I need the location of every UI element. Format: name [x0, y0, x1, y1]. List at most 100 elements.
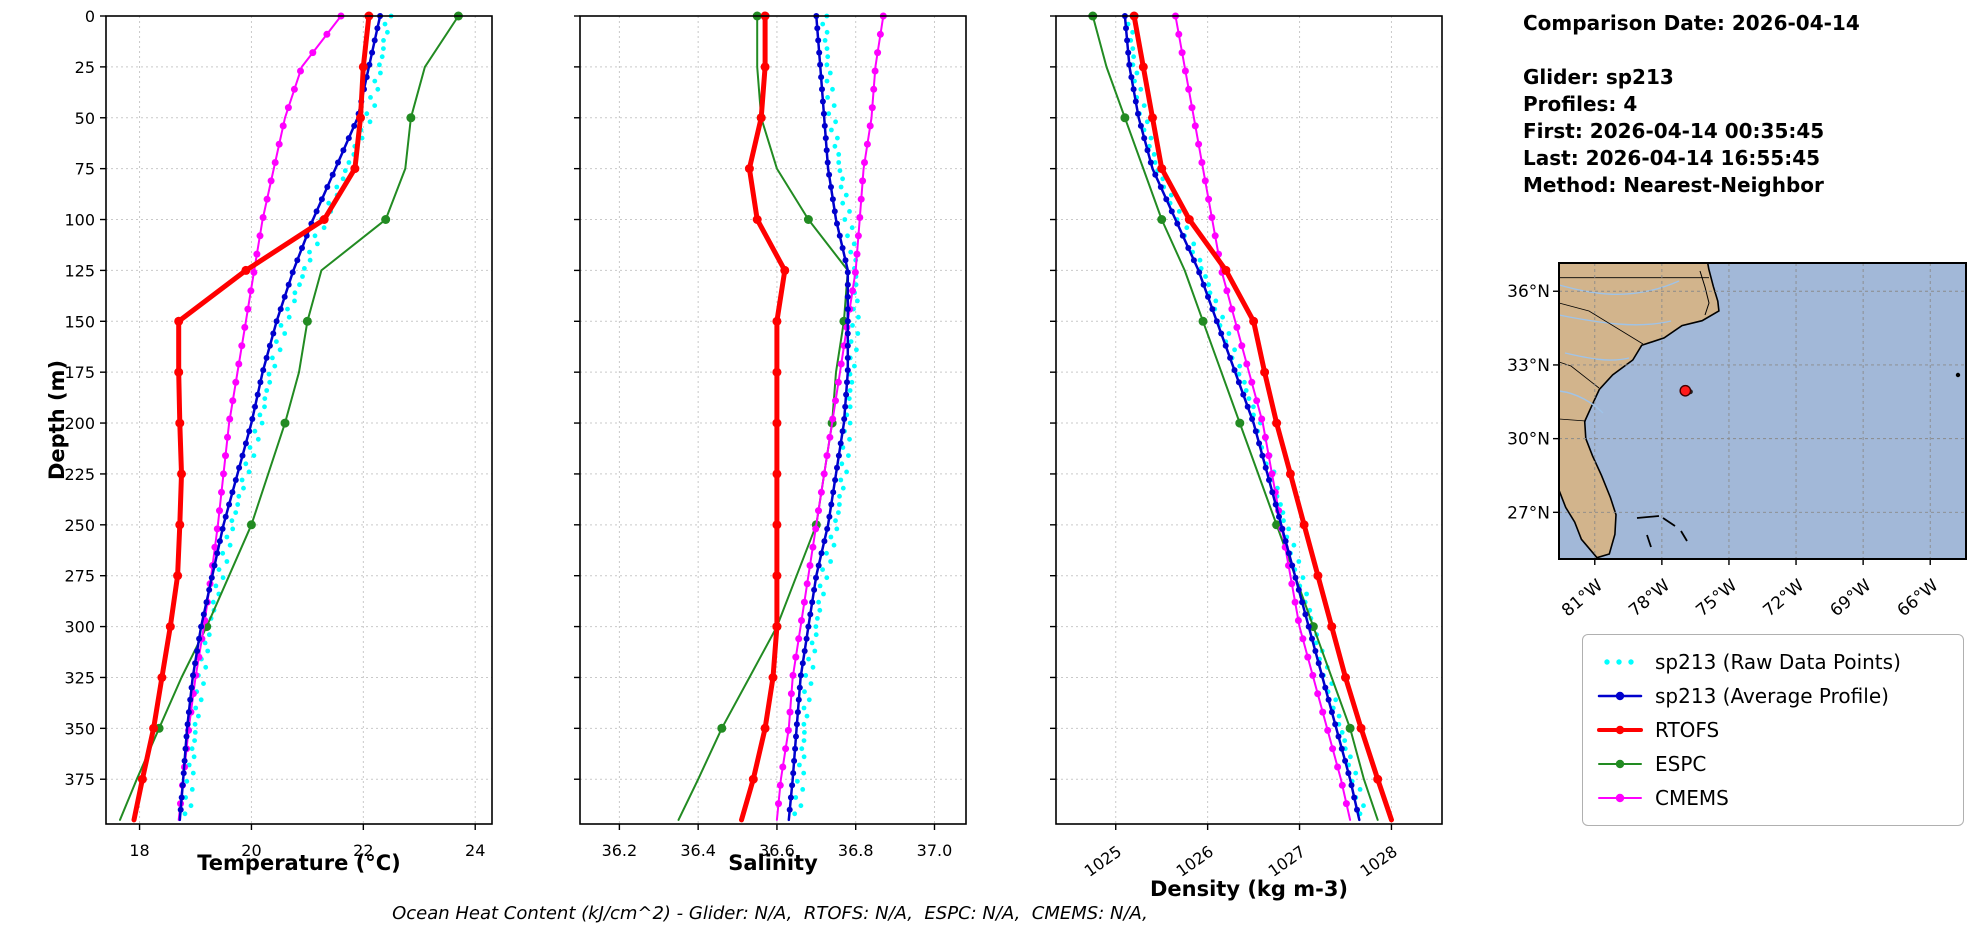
marker-dot-raw — [846, 396, 852, 401]
lon-tick-label: 75°W — [1692, 575, 1741, 621]
marker-dot-avg — [1135, 110, 1141, 117]
marker-dot-raw — [1176, 209, 1182, 214]
marker-dot-raw — [262, 396, 268, 401]
marker-dot-cmems — [806, 562, 814, 569]
lat-tick-label: 33°N — [1507, 356, 1550, 376]
marker-dot-avg — [299, 245, 305, 251]
marker-dot-avg — [1126, 61, 1133, 68]
marker-dot-avg — [1302, 611, 1309, 618]
marker-dot-raw — [828, 559, 833, 564]
marker-dot-raw — [797, 762, 802, 768]
marker-dot-raw — [855, 298, 860, 304]
marker-dot-avg — [1256, 440, 1263, 447]
marker-dot-avg — [1144, 147, 1151, 154]
marker-dot-avg — [236, 464, 243, 471]
marker-dot-avg — [181, 757, 188, 764]
marker-dot-raw — [847, 388, 853, 393]
marker-dot-avg — [1335, 733, 1342, 740]
y-tick-label: 100 — [64, 211, 95, 230]
y-tick-label: 325 — [64, 668, 95, 687]
marker-dot-cmems — [1243, 360, 1251, 368]
marker-dot-raw — [1144, 119, 1150, 125]
marker-dot-avg — [340, 147, 347, 154]
marker-dot-cmems — [834, 378, 842, 386]
marker-dot-avg — [797, 672, 804, 679]
marker-dot-raw — [821, 591, 826, 597]
marker-dot-raw — [205, 648, 211, 654]
marker-dot-cmems — [267, 177, 275, 185]
marker-dot-avg — [839, 428, 846, 435]
marker-dot-rtofs — [1184, 215, 1194, 224]
marker-dot-cmems — [1304, 653, 1312, 661]
marker-dot-raw — [812, 648, 818, 654]
legend-dot — [1616, 659, 1622, 665]
marker-dot-raw — [848, 339, 854, 344]
marker-dot-cmems — [1181, 67, 1189, 75]
info-panel: Comparison Date: 2026-04-14 Glider: sp213… — [1523, 10, 1860, 199]
marker-dot-avg — [844, 293, 851, 300]
glider-location-marker — [1679, 384, 1692, 397]
marker-dot-avg — [1152, 171, 1159, 178]
marker-dot-rtofs — [760, 723, 770, 733]
marker-dot-rtofs — [177, 469, 186, 479]
bermuda-island — [1955, 372, 1961, 378]
marker-dot-cmems — [263, 195, 271, 203]
marker-dot-raw — [820, 21, 826, 27]
marker-dot-avg — [374, 25, 381, 32]
marker-dot-cmems — [826, 433, 834, 441]
x-tick-label: 1025 — [1081, 842, 1125, 881]
marker-dot-avg — [1312, 648, 1319, 654]
marker-dot-cmems — [782, 745, 790, 753]
marker-dot-raw — [286, 314, 292, 320]
marker-dot-avg — [335, 159, 341, 166]
marker-dot-raw — [801, 754, 807, 760]
salinity-profile-chart: 36.2 36.4 36.6 36.8 37.0 Salinity — [574, 11, 967, 875]
y-tick-label: 350 — [64, 719, 95, 738]
marker-dot-cmems — [1185, 85, 1193, 93]
marker-dot-raw — [809, 640, 815, 646]
profile-line-avg — [1123, 14, 1361, 822]
marker-dot-raw — [243, 461, 249, 467]
marker-dot-avg — [1137, 122, 1144, 129]
marker-dot-raw — [224, 559, 230, 564]
marker-dot-cmems — [809, 543, 817, 551]
legend-dot — [1615, 691, 1625, 701]
marker-dot-raw — [368, 95, 373, 100]
x-tick-label: 24 — [465, 841, 485, 860]
marker-dot-avg — [815, 562, 822, 569]
x-axis-label: Salinity — [728, 851, 818, 875]
marker-dot-cmems — [1334, 763, 1342, 771]
marker-dot-rtofs — [748, 774, 758, 784]
marker-dot-raw — [838, 184, 844, 190]
marker-dot-cmems — [832, 397, 839, 405]
marker-dot-cmems — [216, 507, 223, 515]
marker-dot-raw — [1206, 282, 1211, 288]
marker-dot-avg — [807, 611, 814, 618]
marker-dot-raw — [1296, 559, 1302, 564]
marker-dot-avg — [184, 721, 191, 728]
marker-dot-cmems — [1338, 781, 1346, 789]
marker-dot-cmems — [849, 287, 857, 295]
marker-dot-rtofs — [165, 622, 175, 632]
marker-dot-raw — [815, 616, 820, 621]
marker-dot-raw — [192, 730, 198, 735]
legend-item: CMEMS — [1597, 781, 1949, 815]
marker-dot-avg — [823, 147, 830, 154]
marker-dot-cmems — [279, 122, 287, 130]
marker-dot-raw — [813, 624, 819, 629]
marker-dot-cmems — [250, 268, 258, 276]
marker-dot-raw — [292, 298, 297, 304]
marker-dot-raw — [315, 241, 320, 247]
marker-dot-raw — [342, 168, 348, 174]
marker-dot-cmems — [241, 323, 249, 331]
marker-dot-raw — [847, 436, 852, 442]
marker-dot-cmems — [857, 195, 865, 203]
marker-dot-raw — [1220, 314, 1225, 320]
marker-dot-rtofs — [1148, 113, 1157, 123]
y-tick-label: 50 — [75, 109, 95, 128]
marker-dot-raw — [802, 730, 807, 735]
legend-dot — [1615, 725, 1625, 735]
marker-dot-avg — [836, 232, 843, 239]
marker-dot-rtofs — [780, 265, 790, 275]
marker-dot-avg — [786, 806, 793, 813]
